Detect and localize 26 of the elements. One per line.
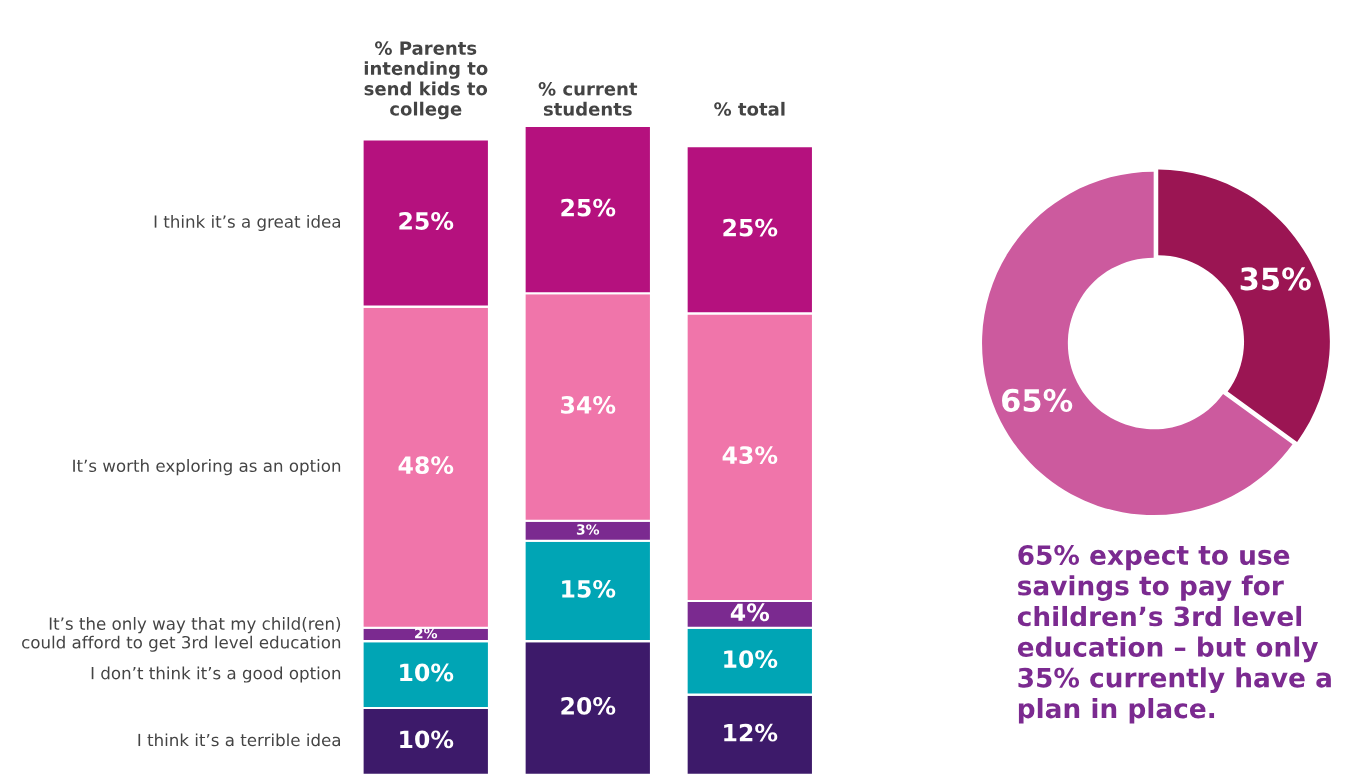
series-label: It’s worth exploring as an option — [73, 459, 341, 476]
data-label: 20% — [561, 696, 616, 715]
data-label: 15% — [562, 579, 616, 598]
data-label: 10% — [724, 650, 778, 669]
data-label: 35% — [1240, 267, 1311, 291]
series-label: I think it’s a great idea — [154, 214, 341, 232]
data-label: 2% — [415, 627, 438, 639]
data-label: 25% — [399, 212, 454, 230]
x-tick-label: % total — [714, 101, 785, 116]
data-label: 10% — [400, 663, 454, 682]
data-label: 3% — [576, 524, 600, 535]
data-label: 10% — [400, 730, 454, 749]
text: 65% expect to use savings to pay for children’s 3rd level education – but only 35% currently have a plan in place. — [1017, 545, 1331, 724]
data-label: 43% — [722, 446, 778, 464]
x-tick-label: % Parents intending to send kids to college — [364, 41, 488, 120]
data-label: 4% — [730, 603, 770, 622]
data-label: 12% — [724, 723, 778, 742]
data-label: 25% — [723, 218, 778, 237]
data-label: 48% — [398, 456, 454, 475]
data-label: 34% — [561, 395, 616, 414]
series-label: It’s the only way that my child(ren) could afford to get 3rd level education — [22, 617, 341, 652]
data-label: 65% — [1002, 388, 1073, 412]
data-label: 25% — [561, 198, 616, 217]
series-label: I don’t think it’s a good option — [91, 666, 341, 683]
series-label: I think it’s a terrible idea — [138, 733, 341, 747]
x-tick-label: % current students — [538, 81, 638, 116]
